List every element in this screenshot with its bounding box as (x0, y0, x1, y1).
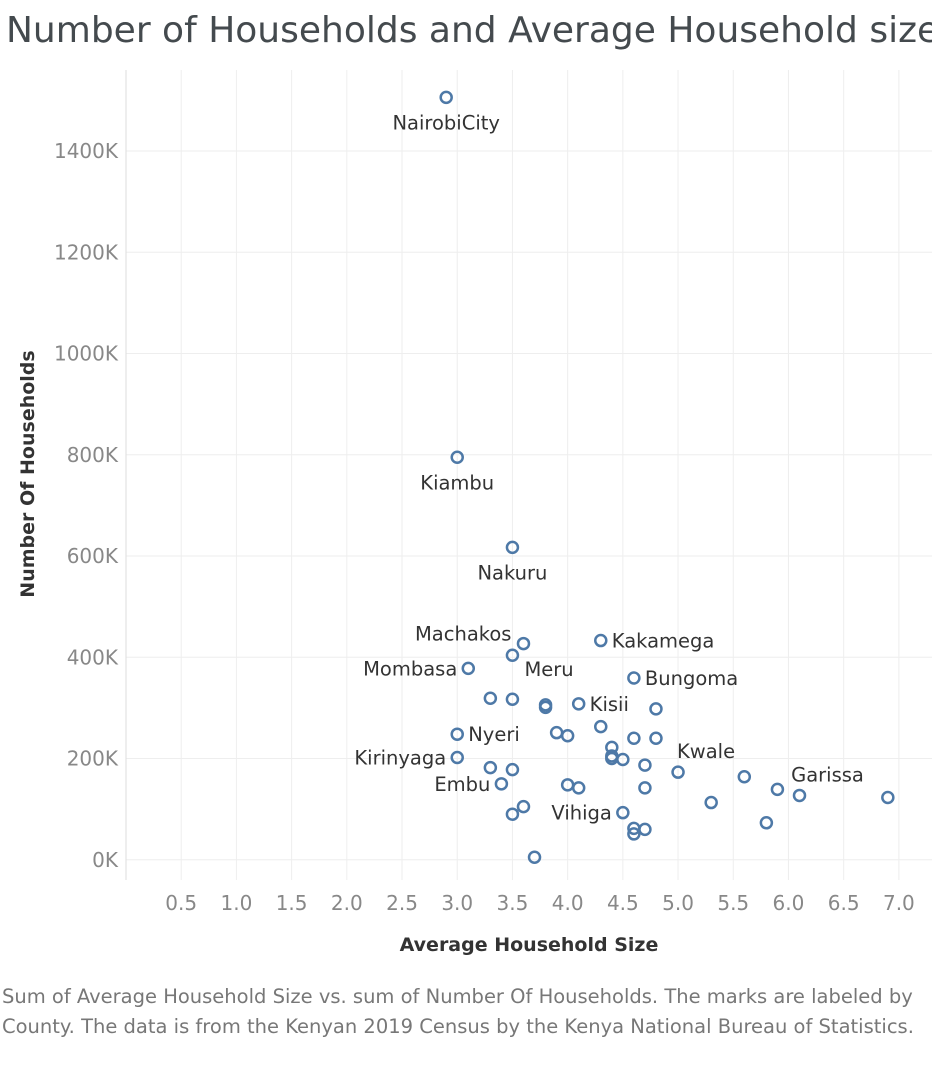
data-point (671, 765, 685, 779)
data-point (505, 807, 520, 821)
axes: 0.5 1.0 1.5 2.0 2.5 3.0 3.5 4.0 4.5 5.0 5.5 6.0 6.5 7… (54, 70, 915, 915)
point-label: Mombasa (363, 657, 457, 680)
y-tick-label: 1400K (54, 139, 119, 163)
data-point (450, 750, 464, 765)
data-point (704, 795, 718, 810)
point-label: Nyeri (468, 723, 520, 746)
x-tick-label: 6.5 (828, 891, 860, 915)
point-label: Embu (434, 773, 490, 796)
scatter-plot: 0.5 1.0 1.5 2.0 2.5 3.0 3.5 4.0 4.5 5.0 5.5 6.0 6.5 7… (17, 70, 932, 956)
data-point (627, 731, 641, 745)
point-label: Kisii (590, 693, 629, 716)
x-tick-label: 1.0 (221, 891, 253, 915)
point-labels: NairobiCity Kiambu Nakuru Machakos Kakamega M… (354, 111, 863, 824)
data-point (616, 752, 630, 767)
data-point (461, 661, 476, 676)
data-point (759, 816, 774, 830)
point-label: Machakos (415, 623, 512, 646)
y-tick-label: 600K (67, 544, 119, 568)
data-point (627, 827, 641, 841)
data-point (638, 758, 652, 772)
y-tick-label: 0K (92, 848, 119, 872)
data-point (538, 700, 553, 715)
point-label: Nakuru (477, 561, 547, 584)
point-label: NairobiCity (392, 111, 500, 134)
data-point (638, 822, 652, 837)
data-point (505, 692, 520, 707)
x-tick-label: 3.0 (441, 891, 473, 915)
point-label: Garissa (791, 763, 864, 786)
data-point (737, 769, 752, 784)
data-point (505, 540, 520, 555)
point-label: Kirinyaga (354, 746, 446, 769)
data-point (881, 790, 895, 805)
x-axis-title: Average Household Size (400, 934, 659, 956)
point-label: Meru (524, 658, 573, 681)
data-point (616, 805, 630, 820)
y-axis-title: Number Of Households (17, 350, 39, 597)
data-point (494, 777, 509, 791)
x-tick-label: 4.5 (607, 891, 639, 915)
data-point (483, 760, 498, 775)
data-point (792, 788, 807, 803)
data-point (450, 450, 464, 465)
y-tick-label: 1200K (54, 240, 119, 264)
y-tick-label: 400K (67, 645, 119, 669)
data-point (627, 671, 641, 685)
point-label: Kiambu (420, 471, 494, 494)
data-point (505, 762, 520, 777)
y-tick-label: 800K (67, 443, 119, 467)
data-point (571, 697, 586, 711)
data-point (649, 731, 663, 745)
x-tick-label: 5.0 (662, 891, 694, 915)
y-tick-label: 1000K (54, 342, 119, 366)
chart-caption: Sum of Average Household Size vs. sum of… (2, 985, 914, 1038)
data-point (516, 799, 531, 814)
x-tick-label: 6.0 (773, 891, 805, 915)
chart-title: Number of Households and Average Househo… (6, 10, 932, 51)
x-tick-label: 1.5 (276, 891, 308, 915)
point-label: Kakamega (612, 630, 715, 653)
x-tick-label: 4.0 (552, 891, 584, 915)
x-tick-label: 2.5 (386, 891, 418, 915)
point-label: Bungoma (645, 667, 738, 690)
y-tick-label: 200K (67, 747, 119, 771)
point-label: Kwale (677, 740, 735, 763)
x-tick-label: 5.5 (717, 891, 749, 915)
data-point (649, 702, 663, 716)
data-point (505, 648, 520, 662)
data-point (516, 636, 531, 651)
x-tick-label: 3.5 (497, 891, 529, 915)
data-point (638, 781, 652, 795)
data-point (483, 691, 498, 706)
x-tick-label: 2.0 (331, 891, 363, 915)
data-point (549, 725, 564, 740)
data-point (571, 781, 586, 795)
data-point (560, 728, 575, 743)
data-point (594, 633, 608, 648)
data-points (439, 90, 895, 864)
x-tick-label: 0.5 (165, 891, 197, 915)
x-tick-label: 7.0 (883, 891, 915, 915)
data-point (770, 782, 785, 797)
point-label: Vihiga (551, 802, 611, 825)
grid-lines (126, 70, 932, 880)
data-point (527, 850, 542, 864)
data-point (439, 90, 453, 105)
data-point (450, 727, 464, 741)
data-point (594, 719, 608, 734)
